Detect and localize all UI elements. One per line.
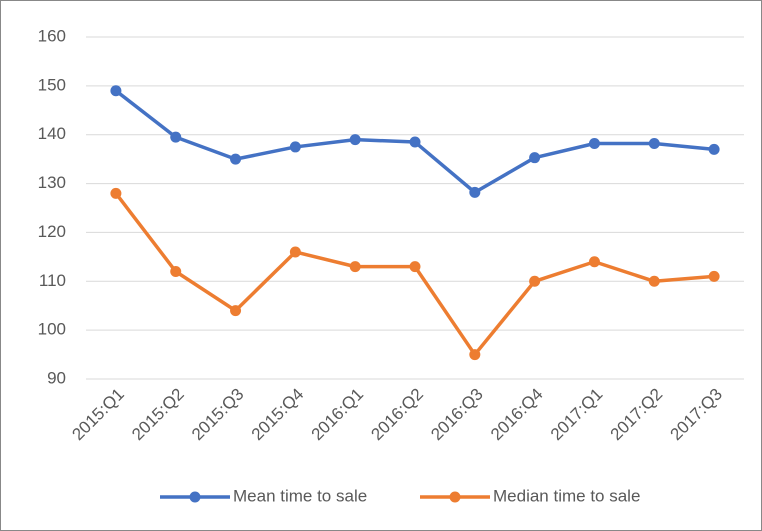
- data-point: [289, 141, 301, 153]
- y-tick-label: 160: [38, 26, 66, 45]
- data-point: [289, 246, 301, 258]
- legend-marker: [449, 491, 461, 503]
- data-point: [230, 153, 242, 165]
- data-point: [170, 131, 182, 143]
- data-point: [110, 85, 122, 97]
- data-point: [170, 266, 182, 278]
- data-point: [349, 134, 361, 146]
- legend-label: Mean time to sale: [233, 486, 367, 505]
- data-point: [469, 186, 481, 198]
- data-point: [588, 256, 600, 268]
- data-point: [469, 349, 481, 361]
- y-tick-label: 140: [38, 124, 66, 143]
- data-point: [648, 138, 660, 150]
- legend-marker: [189, 491, 201, 503]
- y-tick-label: 150: [38, 75, 66, 94]
- y-tick-label: 100: [38, 320, 66, 339]
- data-point: [409, 261, 421, 273]
- data-point: [648, 275, 660, 287]
- y-tick-label: 130: [38, 173, 66, 192]
- y-tick-label: 90: [47, 368, 66, 387]
- legend-label: Median time to sale: [493, 486, 640, 505]
- data-point: [409, 136, 421, 148]
- data-point: [529, 275, 541, 287]
- data-point: [349, 261, 361, 273]
- data-point: [529, 152, 541, 164]
- y-tick-label: 120: [38, 222, 66, 241]
- data-point: [708, 143, 720, 155]
- y-tick-label: 110: [39, 271, 66, 290]
- data-point: [110, 187, 122, 199]
- data-point: [588, 138, 600, 150]
- data-point: [230, 305, 242, 317]
- data-point: [708, 270, 720, 282]
